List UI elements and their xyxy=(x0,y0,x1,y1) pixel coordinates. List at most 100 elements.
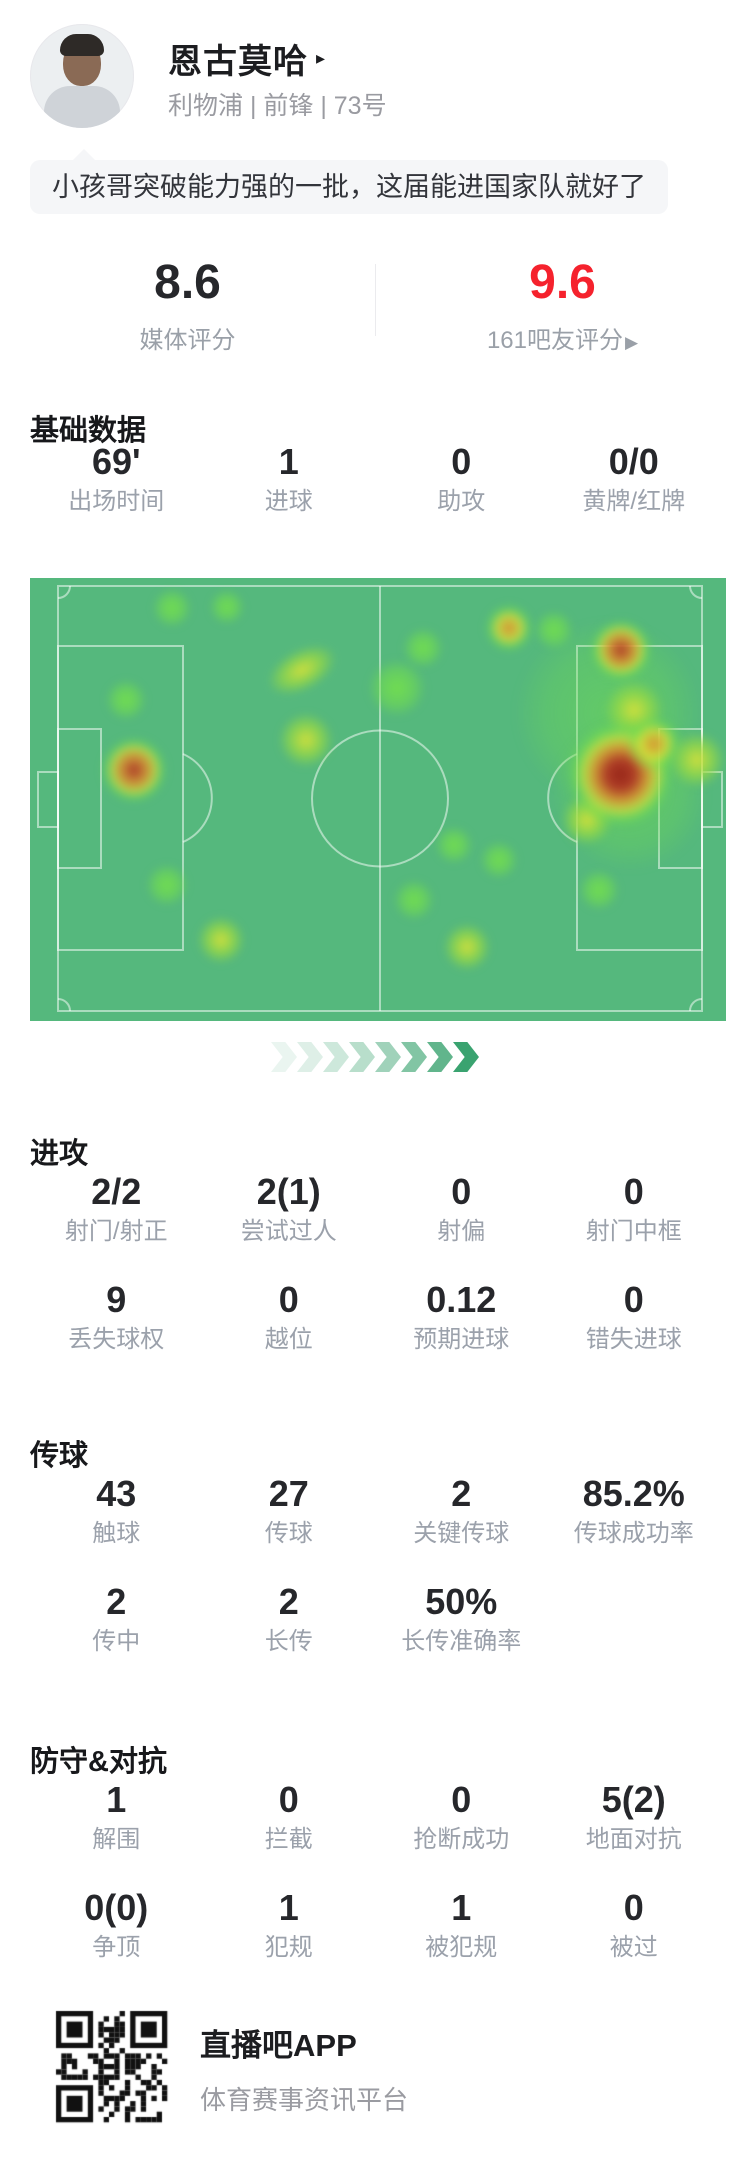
stat-label: 助攻 xyxy=(437,488,486,515)
stat-label: 射偏 xyxy=(437,1218,486,1245)
stat-cell: 0 射偏 xyxy=(375,1170,548,1246)
stat-value: 69' xyxy=(91,441,141,482)
stat-cell: 2 关键传球 xyxy=(375,1472,548,1548)
stat-cell: 1 进球 xyxy=(203,440,376,516)
stat-value: 2 xyxy=(106,1581,127,1622)
stat-value: 0 xyxy=(623,1171,644,1212)
stat-label: 被过 xyxy=(609,1934,658,1961)
pitch-heatmap xyxy=(30,578,726,1021)
heat-spot xyxy=(428,819,480,871)
stat-label: 拦截 xyxy=(264,1826,313,1853)
stat-value: 1 xyxy=(106,1779,127,1820)
heat-spot xyxy=(98,672,154,728)
stat-cell: 0 被过 xyxy=(548,1886,721,1962)
stat-cell: 0/0 黄牌/红牌 xyxy=(548,440,721,516)
stat-value: 0/0 xyxy=(608,441,659,482)
stat-value: 2/2 xyxy=(91,1171,142,1212)
chevrons-divider xyxy=(0,1042,750,1072)
heat-spot xyxy=(435,915,499,979)
app-footer: 直播吧APP 体育赛事资讯平台 xyxy=(0,2008,750,2138)
stat-cell: 1 被犯规 xyxy=(375,1886,548,1962)
fans-rating-label: 161吧友评分 ▶ xyxy=(375,320,750,355)
heat-layer xyxy=(30,578,726,1021)
app-name: 直播吧APP xyxy=(200,2028,357,2063)
heat-spot xyxy=(203,583,251,631)
stat-value: 1 xyxy=(278,441,299,482)
pitch-lines xyxy=(37,585,723,1012)
media-rating-value: 8.6 xyxy=(154,256,221,309)
app-tagline: 体育赛事资讯平台 xyxy=(200,2085,409,2115)
stat-label: 抢断成功 xyxy=(413,1826,510,1853)
stat-value: 5(2) xyxy=(601,1779,666,1820)
chevron-right-icon xyxy=(427,1042,453,1072)
player-avatar[interactable] xyxy=(30,24,134,128)
stat-value: 43 xyxy=(96,1473,137,1514)
comment-bubble: 小孩哥突破能力强的一批，这届能进国家队就好了 xyxy=(30,149,668,214)
heat-spot xyxy=(269,703,343,777)
heat-spot xyxy=(395,620,451,676)
stat-value: 0.12 xyxy=(426,1279,497,1320)
section-title-defense: 防守&对抗 xyxy=(30,1746,167,1779)
defense-stats-row-2: 0(0) 争顶 1 犯规 1 被犯规 0 被过 xyxy=(0,1886,750,1962)
passing-stats-row-2: 2 传中 2 长传 50% 长传准确率 xyxy=(0,1580,750,1656)
stat-cell: 50% 长传准确率 xyxy=(375,1580,548,1656)
heat-spot xyxy=(473,834,525,886)
heat-spot xyxy=(571,862,627,918)
fans-rating-label-text: 161吧友评分 xyxy=(486,327,623,354)
heat-spot xyxy=(386,872,442,928)
avatar-shoulders xyxy=(44,86,120,128)
stat-value: 0 xyxy=(451,1779,472,1820)
stat-value: 0 xyxy=(451,1171,472,1212)
attack-stats-row-2: 9 丢失球权 0 越位 0.12 预期进球 0 错失进球 xyxy=(0,1278,750,1354)
chevron-right-icon xyxy=(401,1042,427,1072)
stat-label: 射门中框 xyxy=(585,1218,682,1245)
stat-label: 出场时间 xyxy=(68,488,165,515)
stat-cell: 1 解围 xyxy=(30,1778,203,1854)
stat-value: 0 xyxy=(278,1779,299,1820)
stat-cell: 85.2% 传球成功率 xyxy=(548,1472,721,1548)
stat-label: 传球成功率 xyxy=(573,1520,694,1547)
player-name-link[interactable]: 恩古莫哈 ▸ xyxy=(168,36,325,81)
stat-value: 0 xyxy=(623,1887,644,1928)
basic-stats-row: 69' 出场时间 1 进球 0 助攻 0/0 黄牌/红牌 xyxy=(0,440,750,516)
stat-value: 50% xyxy=(425,1581,498,1622)
stat-cell: 2 长传 xyxy=(203,1580,376,1656)
heat-spot xyxy=(189,908,253,972)
stat-label: 射门/射正 xyxy=(64,1218,168,1245)
stat-cell: 0(0) 争顶 xyxy=(30,1886,203,1962)
stat-label: 长传准确率 xyxy=(401,1628,522,1655)
stat-cell: 0 抢断成功 xyxy=(375,1778,548,1854)
stat-value: 0 xyxy=(278,1279,299,1320)
stat-label: 犯规 xyxy=(264,1934,313,1961)
stat-label: 丢失球权 xyxy=(68,1326,165,1353)
stat-label: 预期进球 xyxy=(413,1326,510,1353)
stat-value: 1 xyxy=(278,1887,299,1928)
chevron-right-icon xyxy=(297,1042,323,1072)
qr-code xyxy=(53,2008,171,2126)
section-title-attack: 进攻 xyxy=(30,1138,89,1171)
stat-value: 0(0) xyxy=(84,1887,149,1928)
attack-stats-row-1: 2/2 射门/射正 2(1) 尝试过人 0 射偏 0 射门中框 xyxy=(0,1170,750,1246)
stat-label: 关键传球 xyxy=(413,1520,510,1547)
stat-cell: 43 触球 xyxy=(30,1472,203,1548)
fans-rating[interactable]: 9.6 161吧友评分 ▶ xyxy=(375,256,750,355)
player-name: 恩古莫哈 xyxy=(168,42,308,81)
stat-label: 地面对抗 xyxy=(585,1826,682,1853)
stat-value: 9 xyxy=(106,1279,127,1320)
stat-cell: 2 传中 xyxy=(30,1580,203,1656)
stat-cell: 5(2) 地面对抗 xyxy=(548,1778,721,1854)
heat-spot xyxy=(659,722,726,798)
stat-cell: 0 助攻 xyxy=(375,440,548,516)
fans-rating-value: 9.6 xyxy=(529,256,596,309)
stat-cell: 0 拦截 xyxy=(203,1778,376,1854)
bubble-tail xyxy=(72,149,96,161)
stat-cell: 0.12 预期进球 xyxy=(375,1278,548,1354)
stat-label: 越位 xyxy=(264,1326,313,1353)
stat-label: 被犯规 xyxy=(425,1934,498,1961)
stat-label: 尝试过人 xyxy=(240,1218,337,1245)
heat-spot xyxy=(92,728,176,812)
section-title-passing: 传球 xyxy=(30,1440,89,1473)
stat-cell: 2(1) 尝试过人 xyxy=(203,1170,376,1246)
stat-value: 2 xyxy=(451,1473,472,1514)
